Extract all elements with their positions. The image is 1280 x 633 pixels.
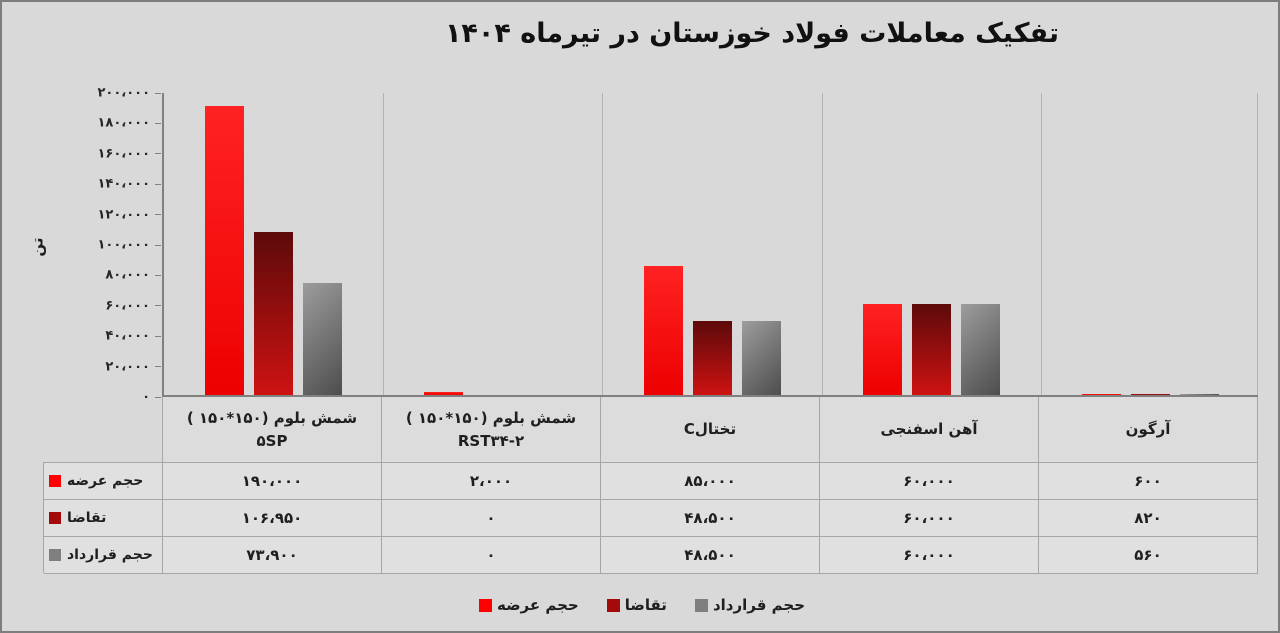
y-axis-tick-mark [155, 92, 161, 94]
table-value-cell-demand-0: ۱۰۶،۹۵۰ [163, 500, 382, 537]
bar-demand-4 [1130, 393, 1170, 395]
bar-demand-2 [692, 321, 732, 395]
bar-demand-3 [911, 303, 951, 395]
chart-title: تفکیک معاملات فولاد خوزستان در تیرماه ۱۴… [444, 18, 1060, 49]
y-axis-tick-label: ۶۰،۰۰۰ [105, 298, 150, 314]
table-value-cell-contract-2: ۴۸،۵۰۰ [601, 537, 820, 574]
table-value-cell-demand-2: ۴۸،۵۰۰ [601, 500, 820, 537]
bar-contract-0 [303, 282, 343, 395]
y-axis-unit-label: تن [28, 237, 47, 257]
row-header-label: حجم قرارداد [67, 547, 153, 563]
legend-swatch-supply [478, 598, 492, 612]
legend-item-supply: حجم عرضه [478, 596, 579, 614]
y-axis-tick-label: ۱۴۰،۰۰۰ [97, 176, 150, 192]
bar-contract-3 [960, 303, 1000, 395]
row-header-demand: تقاضا [44, 500, 163, 537]
category-label-line: تختالC [683, 420, 737, 439]
bar-contract-2 [741, 321, 781, 395]
legend-item-contract: حجم قرارداد [694, 596, 806, 614]
bar-supply-4 [1081, 394, 1121, 395]
row-header-label: حجم عرضه [67, 473, 144, 489]
category-label-line: ۵SP [256, 431, 288, 450]
table-value-cell-contract-4: ۵۶۰ [1039, 537, 1258, 574]
legend-label-supply: حجم عرضه [496, 596, 579, 614]
category-gridline [821, 93, 823, 395]
category-gridline [602, 93, 604, 395]
legend: حجم عرضه تقاضا حجم قرارداد [2, 592, 1278, 618]
table-value-cell-demand-4: ۸۲۰ [1039, 500, 1258, 537]
category-label-line: آرگون [1125, 420, 1171, 439]
category-header-cell-2: تختالC [601, 397, 820, 462]
bar-contract-4 [1179, 394, 1219, 395]
category-header-row: شمش بلوم (۱۵۰*۱۵۰ ) ۵SP شمش بلوم (۱۵۰*۱۵۰ … [162, 397, 1258, 462]
category-label-line: شمش بلوم (۱۵۰*۱۵۰ ) [405, 409, 577, 427]
table-value-cell-supply-3: ۶۰،۰۰۰ [820, 463, 1039, 500]
y-axis-tick-label: ۲۰۰،۰۰۰ [97, 85, 150, 101]
category-label-line: آهن اسفنجی [880, 420, 978, 439]
category-header-cell-0: شمش بلوم (۱۵۰*۱۵۰ ) ۵SP [163, 397, 382, 462]
y-axis-tick-mark [155, 396, 161, 398]
table-value-cell-contract-1: ۰ [382, 537, 601, 574]
category-header-cell-4: آرگون [1039, 397, 1258, 462]
category-gridline [1040, 93, 1042, 395]
row-header-label: تقاضا [67, 510, 107, 526]
y-axis-tick-mark [155, 305, 161, 307]
plot-area [162, 93, 1258, 397]
category-header-cell-3: آهن اسفنجی [820, 397, 1039, 462]
y-axis-tick-mark [155, 335, 161, 337]
legend-swatch-contract [694, 598, 708, 612]
y-axis-tick-label: ۰ [142, 389, 150, 405]
category-gridline [383, 93, 385, 395]
legend-label-contract: حجم قرارداد [712, 596, 806, 614]
table-value-cell-demand-1: ۰ [382, 500, 601, 537]
y-axis-tick-mark [155, 366, 161, 368]
table-value-cell-supply-2: ۸۵،۰۰۰ [601, 463, 820, 500]
y-axis-tick-label: ۱۲۰،۰۰۰ [97, 207, 150, 223]
table-value-cell-demand-3: ۶۰،۰۰۰ [820, 500, 1039, 537]
bar-demand-0 [254, 232, 294, 395]
series-swatch-contract [49, 549, 61, 561]
data-table: حجم عرضه ۱۹۰،۰۰۰ ۲،۰۰۰ ۸۵،۰۰۰ ۶۰،۰۰۰ ۶۰۰ تقاضا… [43, 462, 1258, 574]
category-gridline [1257, 93, 1258, 395]
table-value-cell-supply-4: ۶۰۰ [1039, 463, 1258, 500]
category-label-line: RST۳۴-۲ [457, 431, 525, 450]
y-axis-tick-label: ۲۰،۰۰۰ [105, 359, 150, 375]
table-value-cell-contract-0: ۷۳،۹۰۰ [163, 537, 382, 574]
bar-supply-0 [205, 106, 245, 395]
row-header-supply: حجم عرضه [44, 463, 163, 500]
y-axis-tick-label: ۱۶۰،۰۰۰ [97, 146, 150, 162]
series-swatch-supply [49, 475, 61, 487]
table-value-cell-supply-1: ۲،۰۰۰ [382, 463, 601, 500]
y-axis-tick-label: ۴۰،۰۰۰ [105, 328, 150, 344]
y-axis-tick-mark [155, 153, 161, 155]
bar-supply-1 [424, 392, 464, 395]
y-axis-tick-label: ۸۰،۰۰۰ [105, 267, 150, 283]
y-axis-tick-mark [155, 274, 161, 276]
legend-swatch-demand [606, 598, 620, 612]
table-value-cell-contract-3: ۶۰،۰۰۰ [820, 537, 1039, 574]
series-swatch-demand [49, 512, 61, 524]
y-axis-tick-mark [155, 183, 161, 185]
y-axis-tick-mark [155, 122, 161, 124]
y-axis-tick-label: ۱۰۰،۰۰۰ [97, 237, 150, 253]
category-label-line: شمش بلوم (۱۵۰*۱۵۰ ) [186, 409, 358, 427]
y-axis-tick-mark [155, 214, 161, 216]
row-header-contract: حجم قرارداد [44, 537, 163, 574]
legend-item-demand: تقاضا [606, 596, 667, 614]
table-value-cell-supply-0: ۱۹۰،۰۰۰ [163, 463, 382, 500]
y-axis-tick-mark [155, 244, 161, 246]
category-header-cell-1: شمش بلوم (۱۵۰*۱۵۰ ) RST۳۴-۲ [382, 397, 601, 462]
y-axis-tick-label: ۱۸۰،۰۰۰ [97, 115, 150, 131]
bar-supply-3 [862, 303, 902, 395]
bar-supply-2 [643, 265, 683, 395]
legend-label-demand: تقاضا [624, 596, 667, 614]
